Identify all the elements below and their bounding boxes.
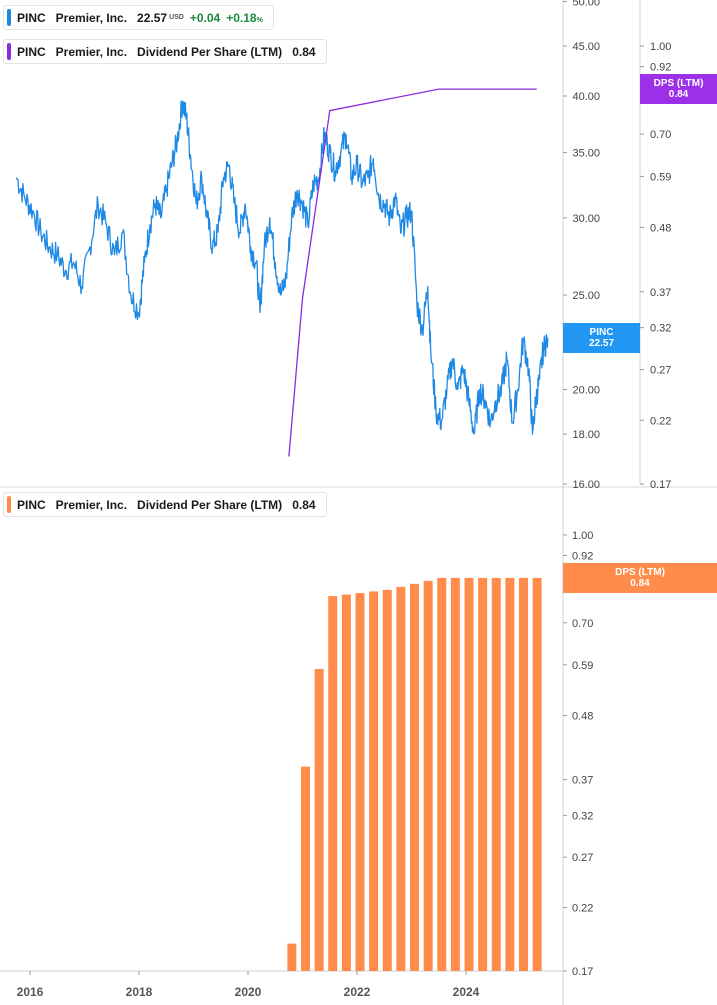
dps-bar bbox=[396, 586, 406, 971]
x-axis-label: 2020 bbox=[235, 985, 262, 999]
dps-top-axis-label: 0.27 bbox=[650, 365, 671, 377]
dps-bottom-axis-label: 0.70 bbox=[572, 618, 593, 630]
dps-top-legend-company: Premier, Inc. bbox=[55, 44, 128, 59]
dps-top-axis-label: 0.48 bbox=[650, 222, 671, 234]
price-line bbox=[15, 100, 549, 435]
dps-top-tag: DPS (LTM) 0.84 bbox=[640, 74, 717, 104]
dps-top-axis-label: 0.70 bbox=[650, 129, 671, 141]
dps-line bbox=[288, 88, 537, 457]
dps-bottom-axis-label: 0.92 bbox=[572, 551, 593, 563]
dps-bottom-axis-label: 0.37 bbox=[572, 775, 593, 787]
x-axis-label: 2016 bbox=[17, 985, 44, 999]
price-tag: PINC 22.57 bbox=[563, 323, 640, 353]
dps-top-axis-label: 0.59 bbox=[650, 171, 671, 183]
series-layer bbox=[15, 88, 549, 971]
dps-top-axis-label: 0.22 bbox=[650, 415, 671, 427]
dps-top-axis-label: 1.00 bbox=[650, 41, 671, 53]
dps-bar bbox=[450, 577, 460, 971]
dps-bar bbox=[355, 593, 365, 971]
dps-bar bbox=[519, 577, 528, 971]
dps-top-axis-label: 0.37 bbox=[650, 287, 671, 299]
dps-bottom-axis-label: 0.59 bbox=[572, 660, 593, 672]
x-axis-label: 2024 bbox=[453, 985, 480, 999]
dps-bar bbox=[505, 577, 515, 971]
price-legend-change-pct-wrap: +0.18% bbox=[226, 11, 263, 25]
x-axis-label: 2022 bbox=[344, 985, 371, 999]
dps-bar bbox=[369, 591, 379, 971]
dps-bottom-legend-symbol: PINC bbox=[17, 497, 46, 512]
dps-top-legend-value: 0.84 bbox=[292, 44, 316, 59]
dps-top-axis-label: 0.92 bbox=[650, 62, 671, 74]
dps-top-tag-value: 0.84 bbox=[668, 89, 689, 100]
dps-bottom-legend-metric: Dividend Per Share (LTM) bbox=[137, 497, 283, 512]
dps-bar bbox=[423, 580, 433, 971]
dps-top-axis-label: 0.17 bbox=[650, 479, 671, 491]
price-tag-value: 22.57 bbox=[588, 338, 615, 349]
dps-bottom-axis-label: 0.17 bbox=[572, 966, 593, 978]
dps-bottom-tag-value: 0.84 bbox=[630, 578, 650, 589]
dps-bar bbox=[410, 583, 419, 971]
price-axis-label: 18.00 bbox=[572, 429, 600, 441]
dps-bottom-axis-label: 0.22 bbox=[572, 903, 593, 915]
price-legend-pct-sign: % bbox=[256, 16, 263, 24]
dps-bottom-legend-value: 0.84 bbox=[292, 497, 316, 512]
dps-bar bbox=[328, 596, 338, 971]
dps-bar bbox=[478, 577, 488, 971]
price-axis-label: 20.00 bbox=[572, 385, 600, 397]
dps-bottom-axis-label: 0.32 bbox=[572, 810, 593, 822]
dps-bottom-tag-label: DPS (LTM) bbox=[615, 567, 665, 578]
dps-bottom-legend[interactable]: PINC Premier, Inc. Dividend Per Share (L… bbox=[3, 492, 327, 517]
price-legend-swatch bbox=[7, 9, 11, 26]
price-legend-change-pct: +0.18 bbox=[226, 10, 257, 25]
dps-top-axis-label: 0.32 bbox=[650, 323, 671, 335]
dps-bottom-tag: DPS (LTM) 0.84 bbox=[563, 563, 717, 593]
dps-bottom-axis-label: 1.00 bbox=[572, 530, 593, 542]
price-axis-label: 50.00 bbox=[572, 0, 600, 9]
dps-bottom-axis-label: 0.27 bbox=[572, 852, 593, 864]
dps-bar bbox=[314, 669, 324, 971]
price-axis-label: 35.00 bbox=[572, 148, 600, 160]
price-legend-currency: USD bbox=[169, 14, 184, 21]
price-legend-company: Premier, Inc. bbox=[55, 10, 128, 25]
price-tag-label: PINC bbox=[589, 327, 614, 338]
dps-bar bbox=[382, 589, 392, 971]
axis-layer: 16.00 18.00 20.00 25.00 30.00 35.00 40.00 45.00… bbox=[17, 0, 672, 999]
dps-top-legend-swatch bbox=[7, 43, 11, 60]
x-axis-label: 2018 bbox=[126, 985, 153, 999]
dps-bar bbox=[532, 577, 542, 971]
dps-top-tag-label: DPS (LTM) bbox=[653, 78, 704, 89]
dps-bar bbox=[287, 943, 297, 971]
price-legend[interactable]: PINC Premier, Inc. 22.57 USD +0.04 +0.18… bbox=[3, 5, 274, 30]
dps-bar bbox=[437, 577, 447, 971]
dps-bottom-legend-company: Premier, Inc. bbox=[55, 497, 128, 512]
dps-bottom-axis-label: 0.48 bbox=[572, 711, 593, 723]
price-legend-change: +0.04 bbox=[189, 10, 221, 25]
dps-bar bbox=[341, 594, 351, 971]
dps-bottom-legend-swatch bbox=[7, 496, 11, 513]
price-axis-label: 40.00 bbox=[572, 91, 600, 103]
dps-top-legend-symbol: PINC bbox=[17, 44, 46, 59]
price-axis-label: 25.00 bbox=[572, 290, 600, 302]
price-axis-label: 16.00 bbox=[572, 479, 600, 491]
price-axis-label: 30.00 bbox=[572, 213, 600, 225]
price-legend-symbol: PINC bbox=[17, 10, 46, 25]
price-axis-label: 45.00 bbox=[572, 41, 600, 53]
dps-top-legend-metric: Dividend Per Share (LTM) bbox=[137, 44, 283, 59]
dps-bar bbox=[464, 577, 474, 971]
price-legend-value: 22.57 bbox=[137, 10, 168, 25]
dps-bar bbox=[491, 577, 501, 971]
dps-bar bbox=[301, 766, 310, 971]
dps-top-legend[interactable]: PINC Premier, Inc. Dividend Per Share (L… bbox=[3, 39, 327, 64]
